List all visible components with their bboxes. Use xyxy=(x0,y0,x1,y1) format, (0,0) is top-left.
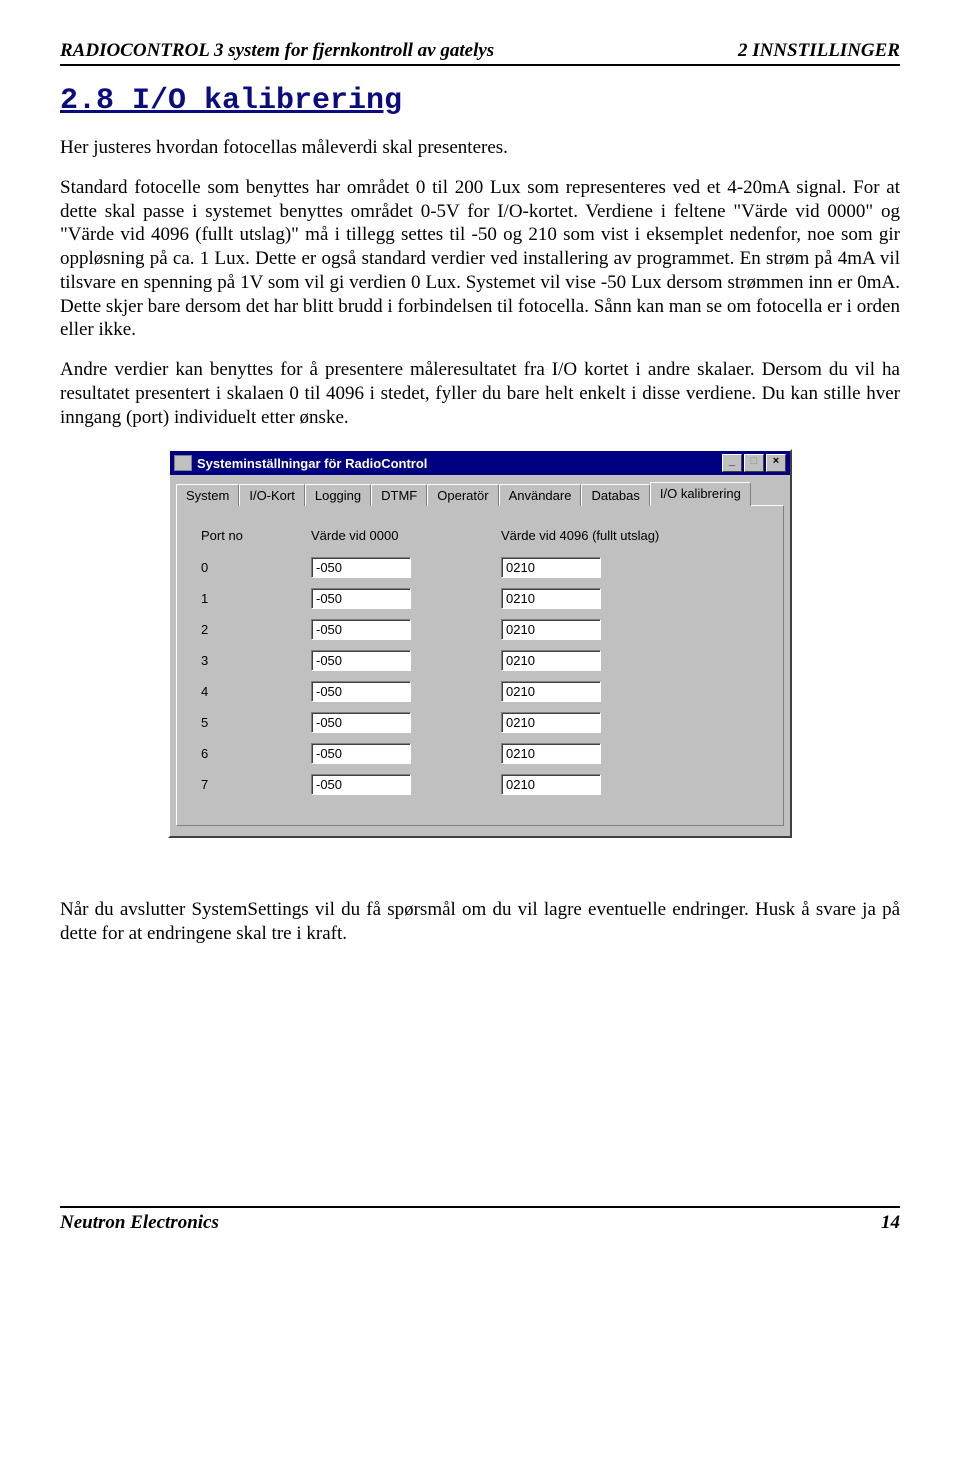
header-v4096: Värde vid 4096 (fullt utslag) xyxy=(501,528,659,543)
port-number: 2 xyxy=(201,622,311,637)
port-row: 0 xyxy=(201,557,759,578)
port-number: 1 xyxy=(201,591,311,606)
footer-right: 14 xyxy=(881,1212,900,1234)
tab-io-kalibrering[interactable]: I/O kalibrering xyxy=(650,482,751,506)
tab-iokort[interactable]: I/O-Kort xyxy=(239,484,305,506)
value-0000-input[interactable] xyxy=(311,619,411,640)
value-0000-input[interactable] xyxy=(311,712,411,733)
window-title: Systeminställningar för RadioControl xyxy=(197,456,720,471)
titlebar[interactable]: Systeminställningar för RadioControl _ □… xyxy=(170,451,790,475)
paragraph-1: Her justeres hvordan fotocellas måleverd… xyxy=(60,136,900,160)
settings-dialog: Systeminställningar för RadioControl _ □… xyxy=(168,449,792,838)
header-port: Port no xyxy=(201,528,311,543)
value-4096-input[interactable] xyxy=(501,557,601,578)
page-footer: Neutron Electronics 14 xyxy=(60,1206,900,1234)
minimize-button[interactable]: _ xyxy=(722,454,742,472)
port-number: 4 xyxy=(201,684,311,699)
value-4096-input[interactable] xyxy=(501,619,601,640)
value-4096-input[interactable] xyxy=(501,681,601,702)
header-v0000: Värde vid 0000 xyxy=(311,528,501,543)
section-title: 2.8 I/O kalibrering xyxy=(60,84,900,118)
value-0000-input[interactable] xyxy=(311,557,411,578)
paragraph-3: Andre verdier kan benyttes for å present… xyxy=(60,358,900,429)
value-4096-input[interactable] xyxy=(501,712,601,733)
value-4096-input[interactable] xyxy=(501,650,601,671)
paragraph-2: Standard fotocelle som benyttes har områ… xyxy=(60,176,900,342)
tab-dtmf[interactable]: DTMF xyxy=(371,484,427,506)
page-header: RADIOCONTROL 3 system for fjernkontroll … xyxy=(60,40,900,66)
footer-left: Neutron Electronics xyxy=(60,1212,219,1234)
paragraph-4: Når du avslutter SystemSettings vil du f… xyxy=(60,898,900,946)
port-row: 3 xyxy=(201,650,759,671)
value-0000-input[interactable] xyxy=(311,743,411,764)
tab-system[interactable]: System xyxy=(176,484,239,506)
tab-operator[interactable]: Operatör xyxy=(427,484,498,506)
value-4096-input[interactable] xyxy=(501,774,601,795)
port-number: 7 xyxy=(201,777,311,792)
tab-panel: Port no Värde vid 0000 Värde vid 4096 (f… xyxy=(176,505,784,826)
tab-anvandare[interactable]: Användare xyxy=(499,484,582,506)
port-row: 6 xyxy=(201,743,759,764)
column-headers: Port no Värde vid 0000 Värde vid 4096 (f… xyxy=(201,528,759,543)
header-right: 2 INNSTILLINGER xyxy=(738,40,900,62)
value-0000-input[interactable] xyxy=(311,650,411,671)
port-row: 1 xyxy=(201,588,759,609)
port-row: 2 xyxy=(201,619,759,640)
value-0000-input[interactable] xyxy=(311,588,411,609)
value-4096-input[interactable] xyxy=(501,743,601,764)
port-number: 6 xyxy=(201,746,311,761)
header-left: RADIOCONTROL 3 system for fjernkontroll … xyxy=(60,40,494,62)
value-0000-input[interactable] xyxy=(311,774,411,795)
maximize-button[interactable]: □ xyxy=(744,454,764,472)
port-row: 5 xyxy=(201,712,759,733)
tab-databas[interactable]: Databas xyxy=(581,484,649,506)
port-number: 5 xyxy=(201,715,311,730)
port-row: 7 xyxy=(201,774,759,795)
port-row: 4 xyxy=(201,681,759,702)
port-number: 3 xyxy=(201,653,311,668)
tab-strip: System I/O-Kort Logging DTMF Operatör An… xyxy=(170,475,790,505)
close-button[interactable]: × xyxy=(766,454,786,472)
value-4096-input[interactable] xyxy=(501,588,601,609)
value-0000-input[interactable] xyxy=(311,681,411,702)
app-icon xyxy=(174,455,192,471)
tab-logging[interactable]: Logging xyxy=(305,484,371,506)
port-number: 0 xyxy=(201,560,311,575)
